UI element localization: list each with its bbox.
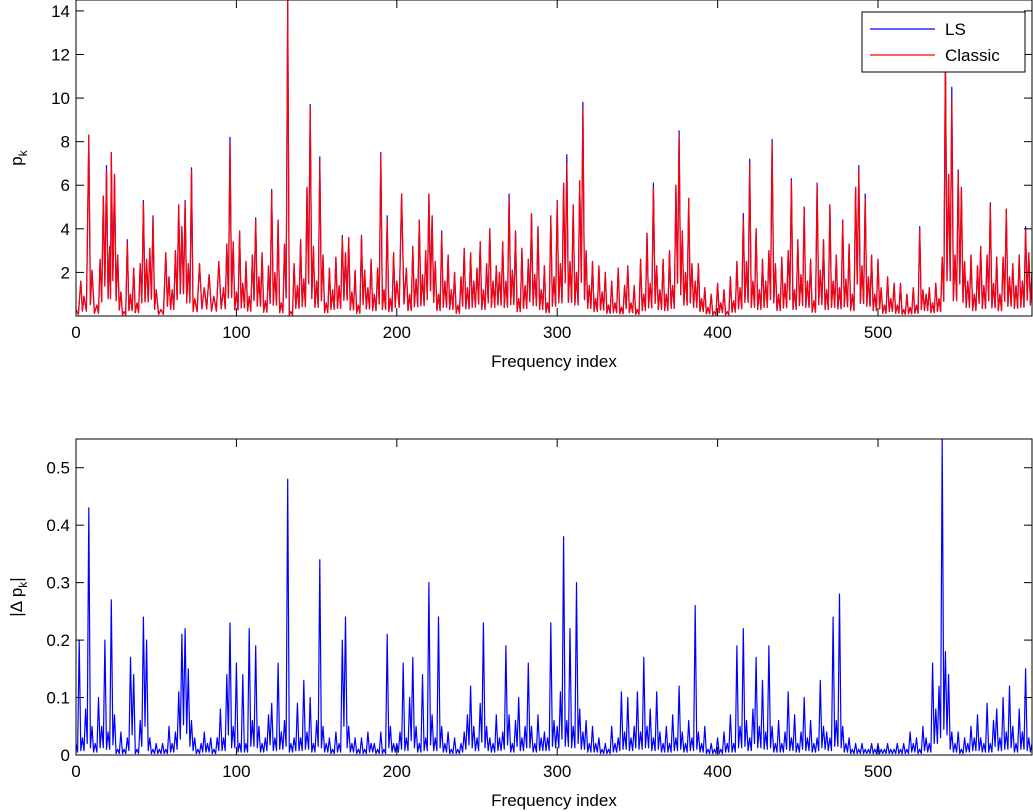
top-x-tick-label: 300	[543, 323, 571, 342]
legend-box	[861, 11, 1026, 73]
bottom-x-tick-label: 200	[383, 762, 411, 781]
bottom-y-tick-label: 0.3	[46, 574, 70, 593]
bottom-y-tick-label: 0	[61, 746, 70, 765]
top-y-tick-label: 14	[51, 2, 70, 21]
top-y-axis-label: pk	[7, 149, 30, 165]
bottom-y-axis-label-subscript: k	[16, 581, 30, 588]
top-axes-box	[75, 0, 1033, 317]
top-x-axis-label: Frequency index	[491, 352, 617, 371]
bottom-x-tick-label: 100	[222, 762, 250, 781]
bottom-y-tick-label: 0.5	[46, 459, 70, 478]
top-y-tick-label: 6	[61, 176, 70, 195]
bottom-x-tick-label: 300	[543, 762, 571, 781]
bottom-series-line-0	[75, 438, 1033, 755]
top-y-tick-label: 10	[51, 89, 70, 108]
bottom-series-group	[75, 438, 1033, 755]
bottom-x-tick-label: 0	[71, 762, 80, 781]
bottom-x-tick-label: 500	[864, 762, 892, 781]
top-series-group	[75, 0, 1033, 316]
top-ticks: 0 100 200 300 400 500 2 4 6 8 10 12 14	[51, 0, 1032, 342]
legend: LS Classic	[861, 11, 1026, 73]
bottom-y-axis-label-suffix: |	[7, 577, 26, 581]
top-x-tick-label: 0	[71, 323, 80, 342]
top-x-tick-label: 500	[864, 323, 892, 342]
top-y-axis-label-subscript: k	[16, 149, 30, 156]
bottom-y-axis-label: |Δ pk|	[7, 577, 30, 616]
bottom-chart-panel: 0 100 200 300 400 500 0 0.1 0.2 0.3 0.4 0.5 Frequen…	[7, 438, 1033, 810]
top-chart-panel: 0 100 200 300 400 500 2 4 6 8 10 12 14 Frequency ind…	[7, 0, 1033, 371]
bottom-y-axis-label-main: |Δ p	[7, 588, 26, 617]
legend-label-ls: LS	[945, 20, 966, 39]
top-y-axis-label-main: p	[7, 156, 26, 165]
bottom-x-tick-label: 400	[703, 762, 731, 781]
bottom-y-tick-label: 0.4	[46, 516, 70, 535]
bottom-ticks: 0 100 200 300 400 500 0 0.1 0.2 0.3 0.4 0.5	[46, 439, 1032, 781]
top-x-tick-label: 200	[383, 323, 411, 342]
top-series-line-classic	[75, 0, 1033, 316]
top-x-tick-label: 400	[703, 323, 731, 342]
top-y-tick-label: 12	[51, 45, 70, 64]
bottom-axes-box	[75, 438, 1033, 756]
bottom-plot-background	[76, 439, 1032, 755]
bottom-y-tick-label: 0.1	[46, 689, 70, 708]
top-y-tick-label: 4	[61, 220, 70, 239]
top-y-tick-label: 2	[61, 263, 70, 282]
bottom-y-tick-label: 0.2	[46, 631, 70, 650]
top-x-tick-label: 100	[222, 323, 250, 342]
bottom-x-axis-label: Frequency index	[491, 791, 617, 810]
legend-label-classic: Classic	[945, 46, 1000, 65]
top-y-tick-label: 8	[61, 133, 70, 152]
